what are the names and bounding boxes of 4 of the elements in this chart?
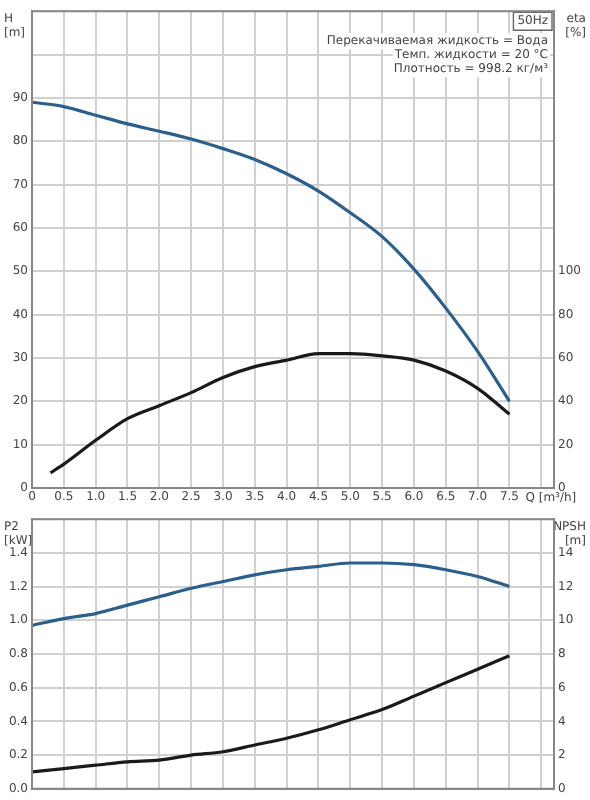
line-series bbox=[32, 100, 512, 403]
line-series bbox=[32, 561, 512, 627]
line-series bbox=[32, 654, 512, 774]
line-series bbox=[48, 352, 512, 475]
